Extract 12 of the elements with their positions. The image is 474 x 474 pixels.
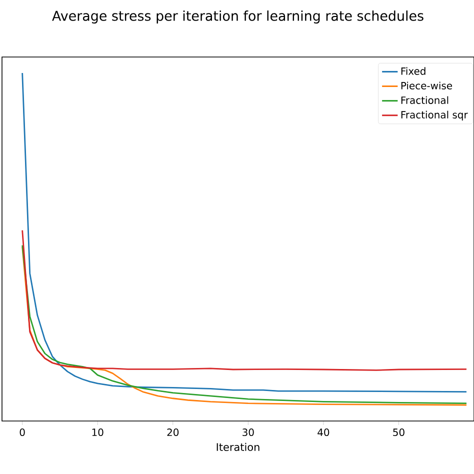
legend-label: Fractional sqr [401, 110, 468, 120]
legend-label: Piece-wise [401, 82, 452, 90]
legend-label: Fixed [401, 67, 426, 75]
x-tick-label: 10 [92, 428, 104, 436]
chart-title: Average stress per iteration for learning rate schedules [52, 10, 424, 24]
x-tick-label: 0 [20, 428, 25, 436]
legend-label: Fractional [401, 96, 448, 104]
x-tick-label: 50 [393, 428, 404, 436]
x-axis-title: Iteration [216, 442, 260, 451]
x-tick-label: 40 [318, 428, 330, 436]
x-tick-label: 20 [167, 428, 179, 436]
x-tick-label: 30 [242, 428, 254, 436]
